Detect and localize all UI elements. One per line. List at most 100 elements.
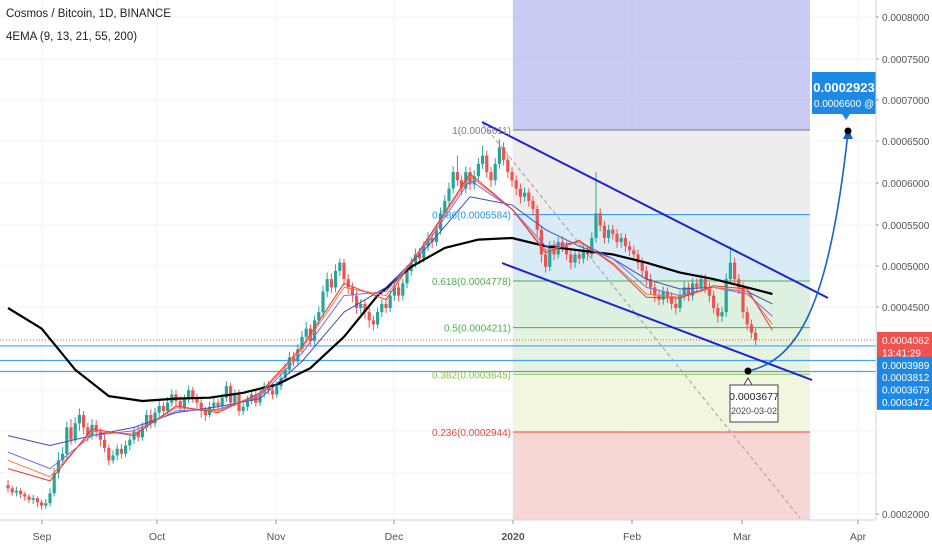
candle-body: [493, 163, 497, 181]
price-label-text: 13:41:29: [882, 348, 921, 359]
projection-arrow[interactable]: [744, 127, 854, 375]
candle-body: [86, 427, 90, 436]
candle-body: [350, 287, 354, 296]
point-callout-date: 2020-03-02: [731, 406, 777, 416]
candle-body: [460, 180, 464, 189]
candle-body: [31, 498, 35, 500]
candle-body: [468, 172, 472, 185]
candle-body: [325, 279, 329, 292]
candle-body: [27, 496, 31, 500]
candle-body: [577, 254, 581, 259]
candle-body: [191, 390, 195, 398]
candle-body: [598, 213, 602, 226]
candle-body: [182, 398, 186, 407]
candle-body: [304, 328, 308, 337]
fib-level-label: 0.382(0.0003645): [432, 370, 511, 381]
candle-body: [342, 262, 346, 280]
candle-body: [628, 246, 632, 251]
channel-lower-line[interactable]: [501, 262, 813, 381]
descending-channel[interactable]: [481, 121, 829, 381]
candle-body: [695, 283, 699, 288]
indicator-label: 4EMA (9, 13, 21, 55, 200): [6, 31, 138, 43]
candle-body: [455, 172, 459, 181]
time-axis[interactable]: Sep Oct Nov Dec 2020 Feb Mar Apr: [0, 519, 932, 550]
candle-body: [44, 503, 48, 506]
fib-level-label: 1(0.0006611): [452, 126, 511, 137]
candle-body: [338, 262, 342, 271]
candle-body: [649, 279, 653, 288]
price-label-box: [877, 381, 932, 398]
candle-body: [224, 386, 228, 398]
candle-body: [581, 250, 585, 259]
price-label-box: [877, 356, 932, 373]
candle-body: [119, 448, 123, 454]
candle-body: [73, 423, 77, 440]
fib-zone: [513, 130, 810, 215]
ema-lines: [7, 173, 773, 482]
price-tick-label: 0.0004500: [882, 303, 930, 314]
candle-body: [737, 279, 741, 288]
fib-level-label: 0.618(0.0004778): [432, 277, 511, 288]
candle-body: [52, 472, 56, 494]
price-axis[interactable]: 0.0008000 0.0007500 0.0007000 0.0006500 0.00…: [875, 0, 932, 550]
candle-body: [203, 410, 207, 416]
projection-curve[interactable]: [747, 131, 849, 372]
candle-body: [233, 394, 237, 403]
candle-body: [443, 200, 447, 214]
candle-body: [258, 392, 262, 403]
time-tick-label: Sep: [33, 531, 52, 543]
price-tick-label: 0.0008000: [882, 13, 930, 24]
candle-body: [653, 287, 657, 296]
candle-body: [65, 427, 69, 454]
time-tick-label: Nov: [267, 531, 286, 543]
time-tick-label: Oct: [149, 531, 165, 543]
candle-body: [271, 390, 275, 395]
candle-body: [376, 312, 380, 325]
candle-body: [359, 303, 363, 308]
candle-body: [329, 279, 333, 288]
candle-body: [678, 295, 682, 308]
price-label-text: 0.0003812: [882, 373, 930, 384]
candle-body: [10, 488, 14, 493]
candle-body: [485, 155, 489, 173]
candle-body: [77, 415, 81, 424]
price-label-text: 0.0003989: [882, 361, 930, 372]
candle-body: [636, 254, 640, 263]
candle-body: [544, 254, 548, 267]
candle-body: [292, 357, 296, 362]
candle-body: [136, 431, 140, 438]
candle-body: [195, 397, 199, 403]
candle-body: [107, 447, 111, 461]
candle-body: [355, 295, 359, 308]
candle-body: [388, 295, 392, 308]
price-label-text: 0.0004062: [882, 336, 930, 347]
ema9-line: [7, 173, 773, 482]
candle-body: [283, 369, 287, 378]
candle-body: [632, 250, 636, 255]
candle-body: [266, 386, 270, 391]
candle-body: [317, 312, 321, 321]
candle-body: [392, 287, 396, 296]
candle-body: [749, 324, 753, 333]
candle-body: [489, 172, 493, 181]
candle-body: [497, 147, 501, 164]
candle-body: [275, 386, 279, 395]
candle-body: [82, 415, 86, 428]
channel-upper-line[interactable]: [481, 121, 829, 299]
candle-body: [212, 402, 216, 407]
candle-body: [535, 209, 539, 230]
candle-body: [35, 498, 39, 503]
callouts: 0.0002923 0.0006600 @ 0.0003677 2020-03-02: [729, 72, 877, 423]
candle-body: [187, 390, 191, 399]
price-label-box: [877, 369, 932, 386]
fib-zone: [513, 432, 810, 520]
candle-body: [334, 270, 338, 288]
candle-body: [418, 254, 422, 259]
candle-body: [518, 188, 522, 197]
fib-level-label: 0.786(0.0005584): [432, 211, 511, 222]
candle-body: [161, 405, 165, 411]
candle-body: [514, 180, 518, 189]
time-axis-background: [0, 520, 932, 550]
fib-zone: [513, 281, 810, 328]
